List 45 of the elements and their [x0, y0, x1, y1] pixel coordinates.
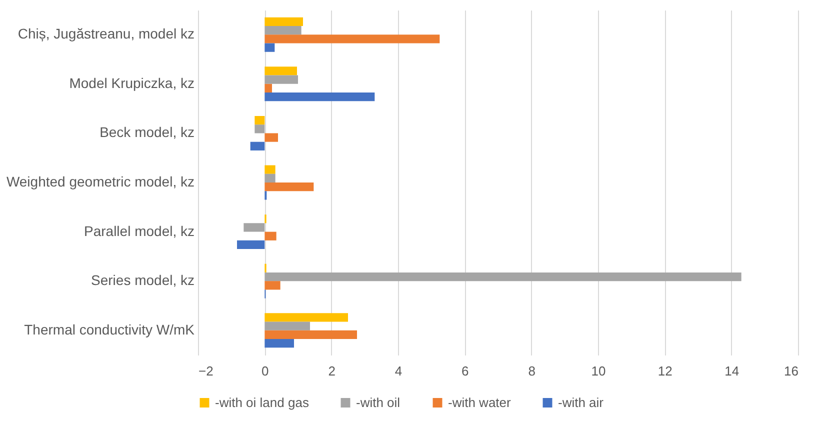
bar — [264, 34, 440, 44]
bar — [264, 43, 275, 52]
y-tick-label: Parallel model, kz — [84, 222, 194, 239]
bar — [264, 84, 272, 93]
bar — [264, 92, 375, 102]
y-tick-label: Beck model, kz — [100, 124, 194, 140]
bar — [264, 133, 278, 142]
x-tick-label: −2 — [198, 364, 214, 378]
x-tick-label: 14 — [724, 364, 740, 378]
bar — [264, 322, 310, 330]
bar — [264, 338, 294, 348]
bar — [264, 26, 302, 35]
bar — [254, 124, 265, 134]
x-tick-label: 4 — [394, 364, 402, 378]
bar — [264, 66, 297, 76]
bar — [250, 142, 265, 150]
bar — [264, 272, 742, 282]
x-tick-label: 16 — [784, 364, 798, 378]
bar — [244, 223, 265, 232]
x-tick-label: 2 — [328, 364, 336, 378]
bar — [264, 182, 314, 192]
y-tick-label: Series model, kz — [91, 272, 194, 288]
bar — [264, 17, 303, 26]
y-tick-label: Thermal conductivity W/mK — [24, 321, 196, 338]
y-tick-label: Model Krupiczka, kz — [69, 74, 194, 91]
legend-label: -with oi land gas — [215, 394, 310, 410]
bar — [264, 330, 357, 339]
bar — [264, 75, 298, 84]
bar — [264, 165, 276, 174]
x-tick-label: 8 — [528, 364, 536, 378]
bar — [237, 240, 265, 250]
bar — [254, 116, 265, 125]
bar — [264, 281, 280, 290]
x-tick-label: 12 — [658, 364, 672, 378]
legend-label: -with water — [448, 394, 512, 410]
x-tick-label: 0 — [262, 364, 269, 378]
bar — [264, 232, 276, 240]
legend-label: -with oil — [356, 394, 400, 410]
y-tick-label: Chiș, Jugăstreanu, model kz — [18, 26, 194, 42]
y-tick-label: Weighted geometric model, kz — [6, 174, 194, 190]
x-tick-label: 10 — [591, 364, 606, 378]
bar — [264, 174, 276, 182]
bar — [264, 313, 348, 322]
x-tick-label: 6 — [462, 364, 469, 378]
legend-label: -with air — [558, 394, 604, 410]
